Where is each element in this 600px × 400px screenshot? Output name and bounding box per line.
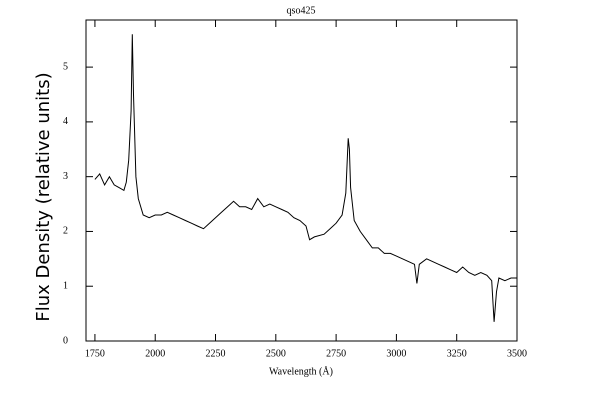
x-tick-label: 3250 (447, 348, 467, 359)
plot-frame (85, 19, 518, 342)
x-tick-label: 1750 (85, 348, 105, 359)
spectrum-line (94, 34, 517, 322)
y-tick-label: 5 (63, 61, 68, 72)
x-tick-label: 3000 (386, 348, 406, 359)
x-tick-label: 2250 (206, 348, 226, 359)
chart-title: qso425 (287, 5, 316, 16)
x-tick-label: 3500 (507, 348, 527, 359)
y-tick-label: 2 (63, 226, 68, 237)
y-tick-label: 3 (63, 171, 68, 182)
y-tick-label: 1 (63, 281, 68, 292)
y-tick-label: 0 (63, 335, 68, 346)
x-axis-label: Wavelength (Å) (269, 365, 333, 377)
y-axis-label: Flux Density (relative units) (33, 72, 54, 321)
y-tick-label: 4 (63, 116, 68, 127)
x-tick-label: 2500 (266, 348, 286, 359)
x-tick-label: 2750 (326, 348, 346, 359)
x-tick-label: 2000 (145, 348, 165, 359)
